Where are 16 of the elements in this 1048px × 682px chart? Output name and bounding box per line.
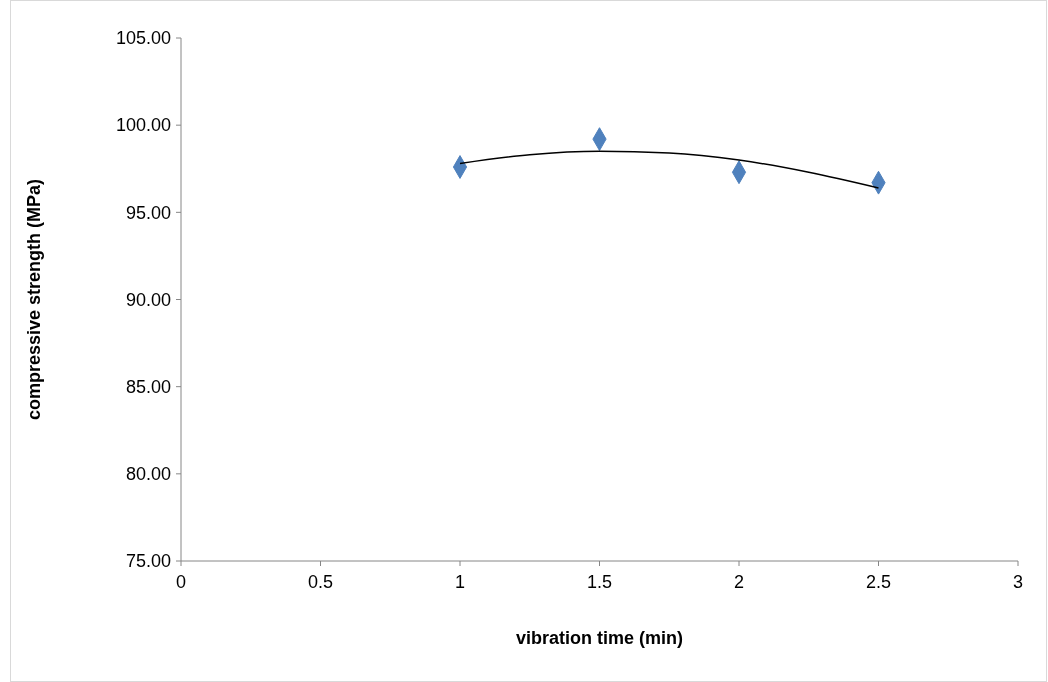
y-tick-label: 75.00 bbox=[125, 551, 171, 572]
x-axis-title: vibration time (min) bbox=[515, 628, 684, 648]
y-tick-label: 95.00 bbox=[125, 202, 171, 223]
x-tick-label: 3 bbox=[1012, 572, 1024, 592]
x-tick-label: 1 bbox=[454, 572, 466, 592]
x-tick-label: 2.5 bbox=[865, 572, 892, 592]
y-axis-title: compressive strength (MPa) bbox=[24, 178, 44, 421]
x-tick-label: 1.5 bbox=[586, 572, 613, 592]
y-tick-label: 105.00 bbox=[115, 28, 171, 49]
y-tick-label: 85.00 bbox=[125, 376, 171, 397]
y-tick-label: 100.00 bbox=[115, 115, 171, 136]
x-tick-label: 2 bbox=[733, 572, 745, 592]
x-tick-label: 0.5 bbox=[307, 572, 334, 592]
y-tick-label: 90.00 bbox=[125, 289, 171, 310]
x-tick-label: 0 bbox=[175, 572, 187, 592]
y-tick-label: 80.00 bbox=[125, 464, 171, 485]
